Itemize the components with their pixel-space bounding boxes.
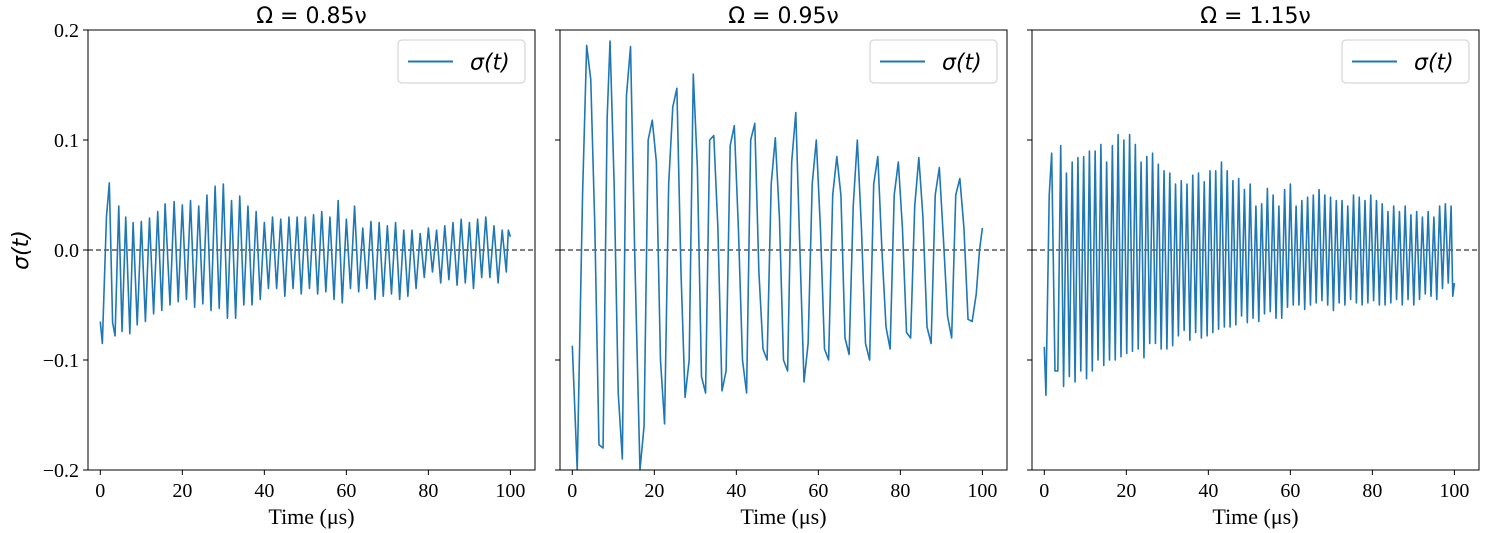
x-axis-label: Time (μs)	[268, 504, 354, 529]
y-tick-label: 0.0	[54, 240, 79, 262]
legend-label: σ(t)	[1414, 51, 1454, 76]
legend-box	[869, 39, 998, 84]
x-tick-label: 100	[495, 480, 525, 502]
legend-box	[1341, 39, 1470, 84]
x-tick-label: 100	[967, 480, 997, 502]
x-tick-label: 0	[1039, 480, 1049, 502]
legend: σ(t)	[869, 39, 998, 84]
x-tick-label: 60	[336, 480, 356, 502]
panel-title: Ω = 0.85ν	[256, 4, 367, 29]
y-tick-label: 0.1	[54, 130, 79, 152]
x-tick-label: 80	[1362, 480, 1382, 502]
legend-label: σ(t)	[942, 51, 982, 76]
legend-box	[397, 39, 526, 84]
series-line-sigma	[571, 40, 984, 470]
x-tick-label: 80	[418, 480, 438, 502]
legend: σ(t)	[1341, 39, 1470, 84]
panel-1: 0 20 40 60 80 100 Time (μs) 0.2 0.1 0.0 −0.1 −0.2 Ω …	[43, 4, 536, 529]
x-axis-label: Time (μs)	[740, 504, 826, 529]
x-tick-label: 20	[644, 480, 664, 502]
y-tick-label: −0.2	[43, 460, 79, 482]
x-axis-label: Time (μs)	[1212, 504, 1298, 529]
x-tick-label: 20	[1116, 480, 1136, 502]
legend-label: σ(t)	[470, 51, 510, 76]
panel-3: 0 20 40 60 80 100 Time (μs) Ω = 1.15ν σ(t)	[1027, 4, 1480, 529]
y-axis-label: σ(t)	[9, 230, 34, 270]
x-tick-label: 40	[726, 480, 746, 502]
x-tick-label: 60	[1280, 480, 1300, 502]
y-tick-label: 0.2	[54, 20, 79, 42]
x-tick-label: 0	[95, 480, 105, 502]
series-line-sigma	[1043, 133, 1456, 396]
x-tick-label: 20	[172, 480, 192, 502]
x-tick-label: 0	[567, 480, 577, 502]
panel-title: Ω = 0.95ν	[728, 4, 839, 29]
series-line-sigma	[99, 182, 512, 345]
x-tick-label: 80	[890, 480, 910, 502]
legend: σ(t)	[397, 39, 526, 84]
x-tick-label: 40	[254, 480, 274, 502]
panel-title: Ω = 1.15ν	[1200, 4, 1311, 29]
x-tick-label: 60	[808, 480, 828, 502]
panel-2: 0 20 40 60 80 100 Time (μs) Ω = 0.95ν σ(t)	[555, 4, 1008, 529]
y-tick-label: −0.1	[43, 350, 79, 372]
x-tick-label: 40	[1198, 480, 1218, 502]
x-tick-label: 100	[1439, 480, 1469, 502]
